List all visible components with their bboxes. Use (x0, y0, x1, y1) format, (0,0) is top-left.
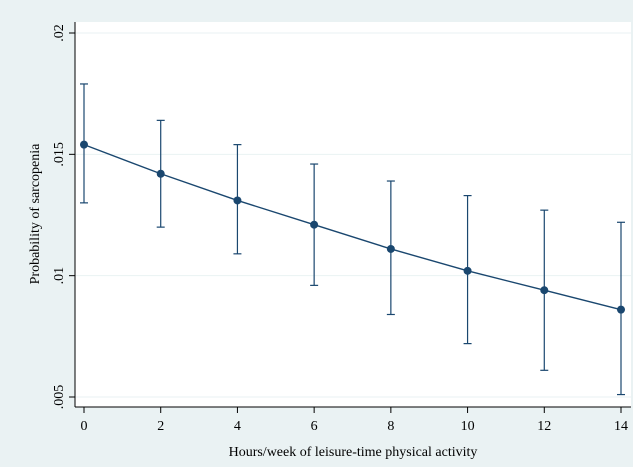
y-tick-label: .02 (52, 24, 67, 42)
y-tick-label: .015 (52, 142, 67, 167)
y-tick-label: .005 (52, 385, 67, 410)
data-point (463, 266, 472, 275)
x-tick-label: 12 (537, 419, 551, 434)
y-axis-label: Probability of sarcopenia (28, 143, 43, 285)
y-ticks: .005 .01 .015 .02 (52, 24, 75, 409)
x-tick-label: 4 (234, 419, 241, 434)
data-point (386, 244, 395, 253)
plot-area (75, 22, 631, 407)
data-point (80, 140, 88, 149)
x-tick-label: 10 (461, 419, 475, 434)
x-tick-label: 8 (387, 419, 394, 434)
x-tick-label: 0 (81, 419, 88, 434)
data-point (540, 286, 549, 295)
x-tick-label: 2 (157, 419, 164, 434)
data-point (310, 220, 319, 229)
x-axis-label: Hours/week of leisure-time physical acti… (229, 445, 478, 460)
series-line (83, 143, 622, 311)
data-point (156, 169, 165, 178)
data-point (233, 196, 242, 205)
series-layer (80, 83, 625, 396)
y-tick-label: .01 (52, 267, 67, 285)
x-ticks: 0 2 4 6 8 10 12 14 (81, 407, 628, 434)
grid-lines (75, 32, 631, 398)
data-point (617, 305, 625, 314)
x-tick-label: 14 (614, 419, 628, 434)
x-tick-label: 6 (311, 419, 318, 434)
